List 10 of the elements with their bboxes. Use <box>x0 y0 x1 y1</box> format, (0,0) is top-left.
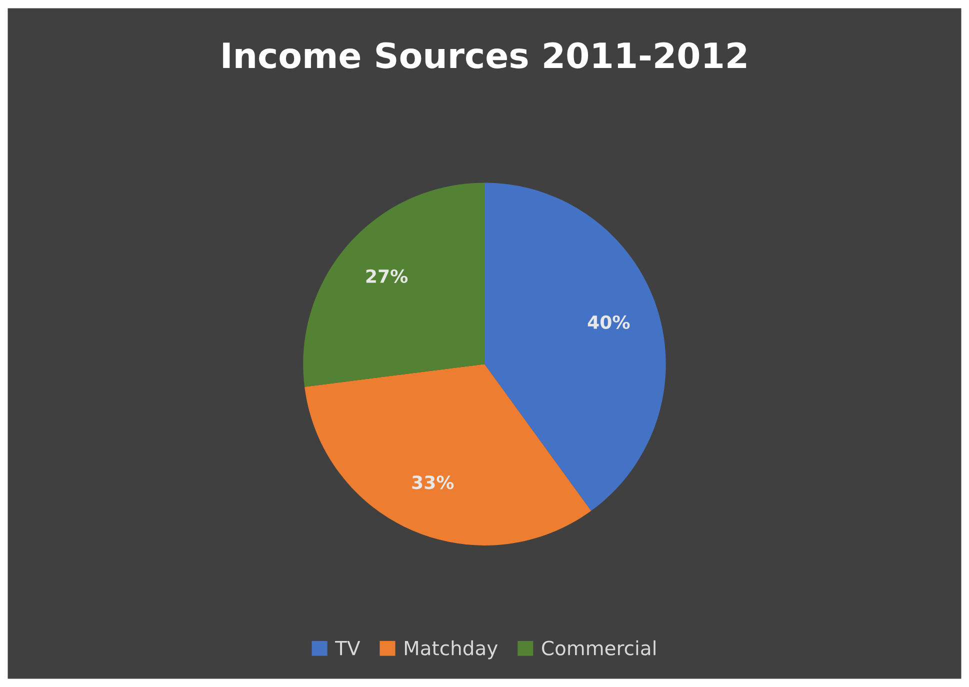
legend-label: Commercial <box>542 640 656 656</box>
legend-label: Matchday <box>404 640 498 660</box>
data-label: 33% <box>412 476 454 490</box>
pie-slice <box>304 364 592 546</box>
legend-label: TV <box>335 640 360 656</box>
pie-slice <box>303 182 484 387</box>
chart-title: Income Sources 2011-2012 <box>223 42 746 68</box>
pie-slice <box>484 182 666 511</box>
data-label: 27% <box>366 269 408 283</box>
data-label: 40% <box>588 315 630 329</box>
